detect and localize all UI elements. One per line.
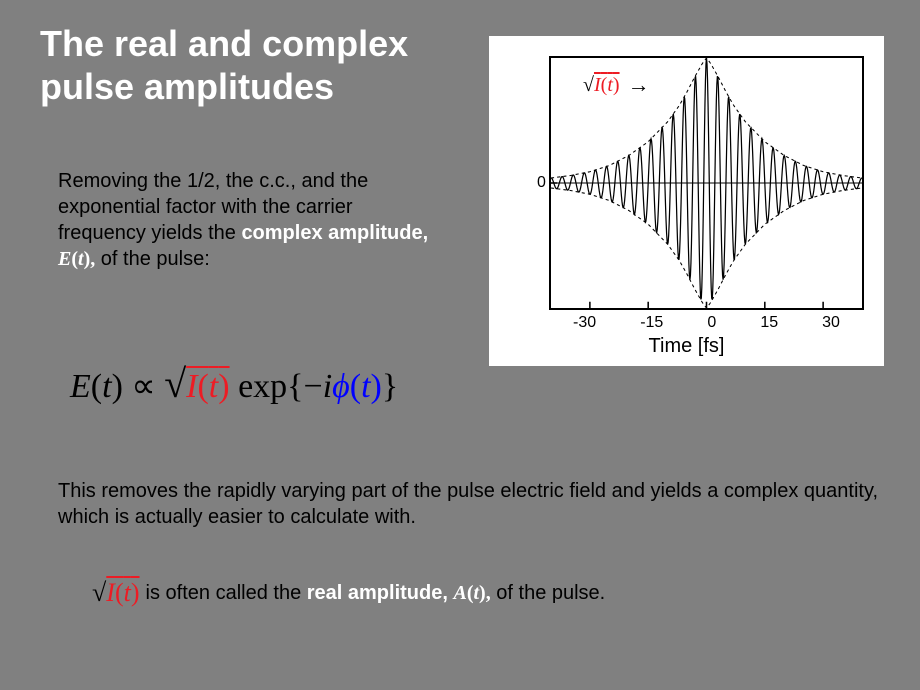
pulse-chart: Electric field E (t) √I(t) → 0 -30 -15 0…: [489, 36, 884, 366]
legend-sqrt: √: [583, 74, 594, 96]
chart-xlabel: Time [fs]: [499, 335, 874, 358]
legend-I: I: [594, 74, 601, 96]
p3-I: I: [106, 578, 115, 607]
legend-arrow-icon: →: [628, 72, 650, 98]
xtick: -15: [640, 314, 663, 332]
p1-pc: ),: [84, 248, 96, 270]
eq-t2: t: [209, 368, 218, 405]
xtick: -30: [573, 314, 596, 332]
eq-exp: exp{: [230, 368, 304, 405]
eq-pc1: ): [112, 368, 123, 405]
eq-i: i: [323, 368, 332, 405]
p3-sqrt: √: [92, 578, 106, 607]
slide-title: The real and complex pulse amplitudes: [40, 22, 460, 108]
eq-t1: t: [102, 368, 111, 405]
y-zero-label: 0: [537, 174, 546, 192]
p3-A: A: [453, 582, 466, 604]
xtick-row: -30 -15 0 15 30: [551, 314, 862, 332]
eq-po1: (: [91, 368, 102, 405]
p3-a: is often called the: [146, 582, 307, 604]
p3-po: (: [115, 578, 124, 607]
p3-t: t: [124, 578, 131, 607]
p3-pc: ): [131, 578, 140, 607]
eq-under-root: I(t): [186, 368, 229, 405]
p3-b: real amplitude,: [307, 582, 448, 604]
eq-pc2: ): [218, 368, 229, 405]
eq-t3: t: [361, 368, 370, 405]
xtick: 15: [760, 314, 778, 332]
eq-propto: ∝: [123, 368, 164, 405]
legend-under-root: I(t): [594, 74, 620, 96]
p3-under-root: I(t): [106, 578, 139, 607]
eq-I: I: [186, 368, 197, 405]
eq-E: E: [70, 368, 91, 405]
legend-pc: ): [613, 74, 620, 96]
chart-plot-area: √I(t) → 0 -30 -15 0 15 30: [549, 56, 864, 310]
eq-minus: −: [304, 368, 323, 405]
p1-E: E: [58, 248, 71, 270]
eq-po2: (: [197, 368, 208, 405]
xtick: 30: [822, 314, 840, 332]
p1-highlight: complex amplitude,: [241, 222, 428, 244]
legend-formula: √I(t): [583, 74, 620, 97]
p1-po: (: [71, 248, 78, 270]
chart-inner: Electric field E (t) √I(t) → 0 -30 -15 0…: [499, 50, 874, 356]
paragraph-explanation: This removes the rapidly varying part of…: [58, 478, 880, 530]
p3-rest: is often called the real amplitude, A(t)…: [146, 582, 606, 605]
eq-close: }: [382, 368, 398, 405]
p3-g: of the pulse.: [491, 582, 606, 604]
main-equation: E(t) ∝ √I(t) exp{−iϕ(t)}: [70, 360, 398, 407]
chart-legend: √I(t) →: [583, 72, 650, 98]
xtick: 0: [707, 314, 716, 332]
eq-po3: (: [350, 368, 361, 405]
p3-pc2: ),: [479, 582, 491, 604]
p1-text-g: of the pulse:: [95, 248, 210, 270]
paragraph-complex-amplitude: Removing the 1/2, the c.c., and the expo…: [58, 168, 438, 272]
eq-phi: ϕ: [332, 368, 350, 405]
eq-sqrt: √: [164, 361, 186, 406]
p3-sqrt-expr: √I(t): [92, 578, 140, 608]
paragraph-real-amplitude: √I(t) is often called the real amplitude…: [92, 578, 880, 608]
eq-pc3: ): [371, 368, 382, 405]
